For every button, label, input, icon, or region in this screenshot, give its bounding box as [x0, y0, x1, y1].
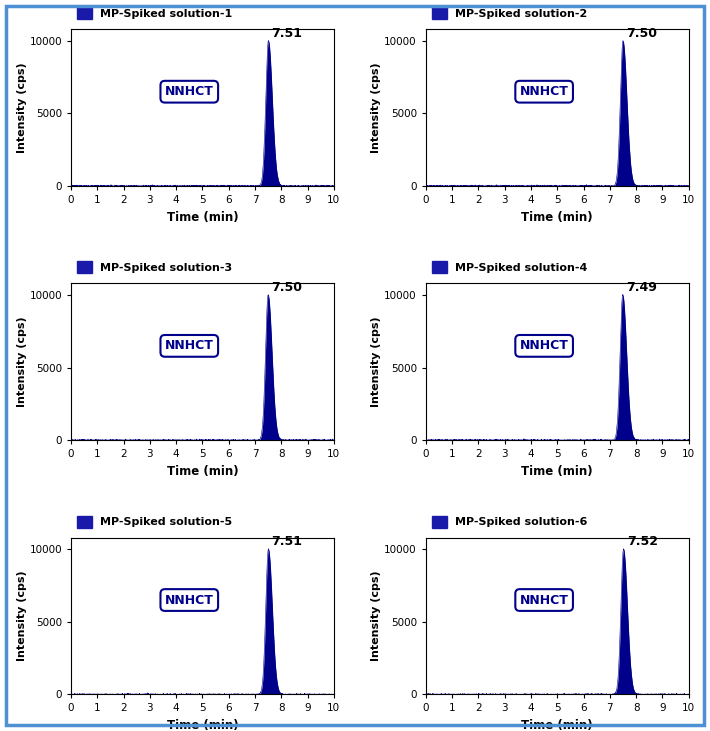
Text: 7.49: 7.49 [626, 281, 657, 295]
Legend: MP-Spiked solution-1: MP-Spiked solution-1 [76, 6, 234, 20]
Legend: MP-Spiked solution-6: MP-Spiked solution-6 [431, 515, 589, 529]
Y-axis label: Intensity (cps): Intensity (cps) [371, 62, 381, 153]
X-axis label: Time (min): Time (min) [521, 465, 593, 478]
Text: NNHCT: NNHCT [520, 86, 569, 98]
X-axis label: Time (min): Time (min) [167, 211, 239, 224]
X-axis label: Time (min): Time (min) [167, 719, 239, 731]
X-axis label: Time (min): Time (min) [521, 719, 593, 731]
Text: 7.51: 7.51 [271, 535, 302, 548]
Text: NNHCT: NNHCT [165, 86, 214, 98]
Text: 7.50: 7.50 [271, 281, 302, 295]
Text: 7.50: 7.50 [626, 27, 657, 40]
X-axis label: Time (min): Time (min) [521, 211, 593, 224]
Y-axis label: Intensity (cps): Intensity (cps) [16, 571, 26, 662]
X-axis label: Time (min): Time (min) [167, 465, 239, 478]
Text: 7.52: 7.52 [627, 535, 657, 548]
Y-axis label: Intensity (cps): Intensity (cps) [16, 62, 26, 153]
Legend: MP-Spiked solution-4: MP-Spiked solution-4 [431, 260, 589, 274]
Text: NNHCT: NNHCT [165, 339, 214, 352]
Legend: MP-Spiked solution-5: MP-Spiked solution-5 [76, 515, 234, 529]
Y-axis label: Intensity (cps): Intensity (cps) [16, 317, 26, 407]
Y-axis label: Intensity (cps): Intensity (cps) [371, 317, 381, 407]
Text: NNHCT: NNHCT [520, 339, 569, 352]
Text: 7.51: 7.51 [271, 27, 302, 40]
Text: NNHCT: NNHCT [520, 594, 569, 607]
Text: NNHCT: NNHCT [165, 594, 214, 607]
Legend: MP-Spiked solution-3: MP-Spiked solution-3 [76, 260, 234, 274]
Y-axis label: Intensity (cps): Intensity (cps) [371, 571, 381, 662]
Legend: MP-Spiked solution-2: MP-Spiked solution-2 [431, 6, 589, 20]
